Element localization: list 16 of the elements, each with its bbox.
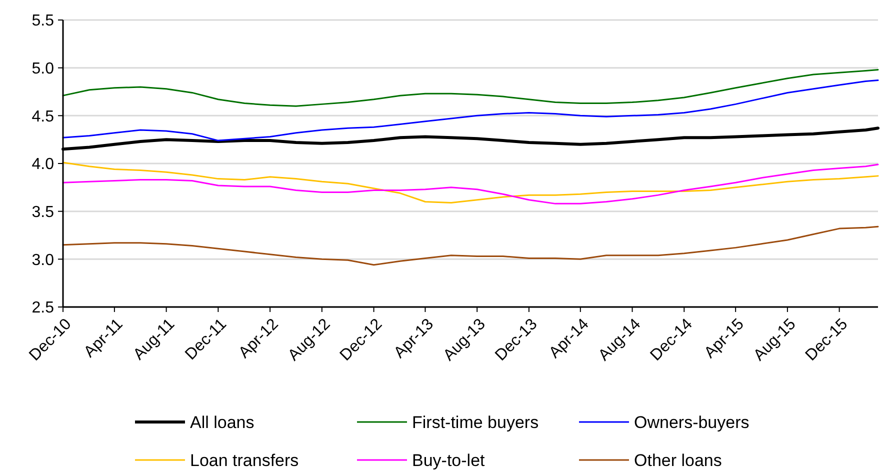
y-tick-label: 5.0 bbox=[32, 60, 54, 78]
legend-label: All loans bbox=[190, 412, 254, 432]
y-tick-label: 3.0 bbox=[32, 252, 54, 269]
y-tick-label: 3.5 bbox=[32, 204, 54, 221]
legend-label: Buy-to-let bbox=[412, 450, 486, 470]
legend-label: Other loans bbox=[634, 450, 722, 470]
y-tick-label: 5.5 bbox=[32, 12, 54, 30]
legend-label: Owners-buyers bbox=[634, 412, 750, 432]
y-tick-label: 2.5 bbox=[32, 300, 54, 317]
line-series bbox=[62, 68, 879, 107]
line-series bbox=[62, 80, 879, 142]
line-series bbox=[62, 226, 879, 266]
legend-label: First-time buyers bbox=[412, 412, 539, 432]
legend-label: Loan transfers bbox=[190, 450, 299, 470]
y-tick-label: 4.0 bbox=[32, 156, 54, 174]
y-tick-label: 4.5 bbox=[32, 108, 54, 126]
